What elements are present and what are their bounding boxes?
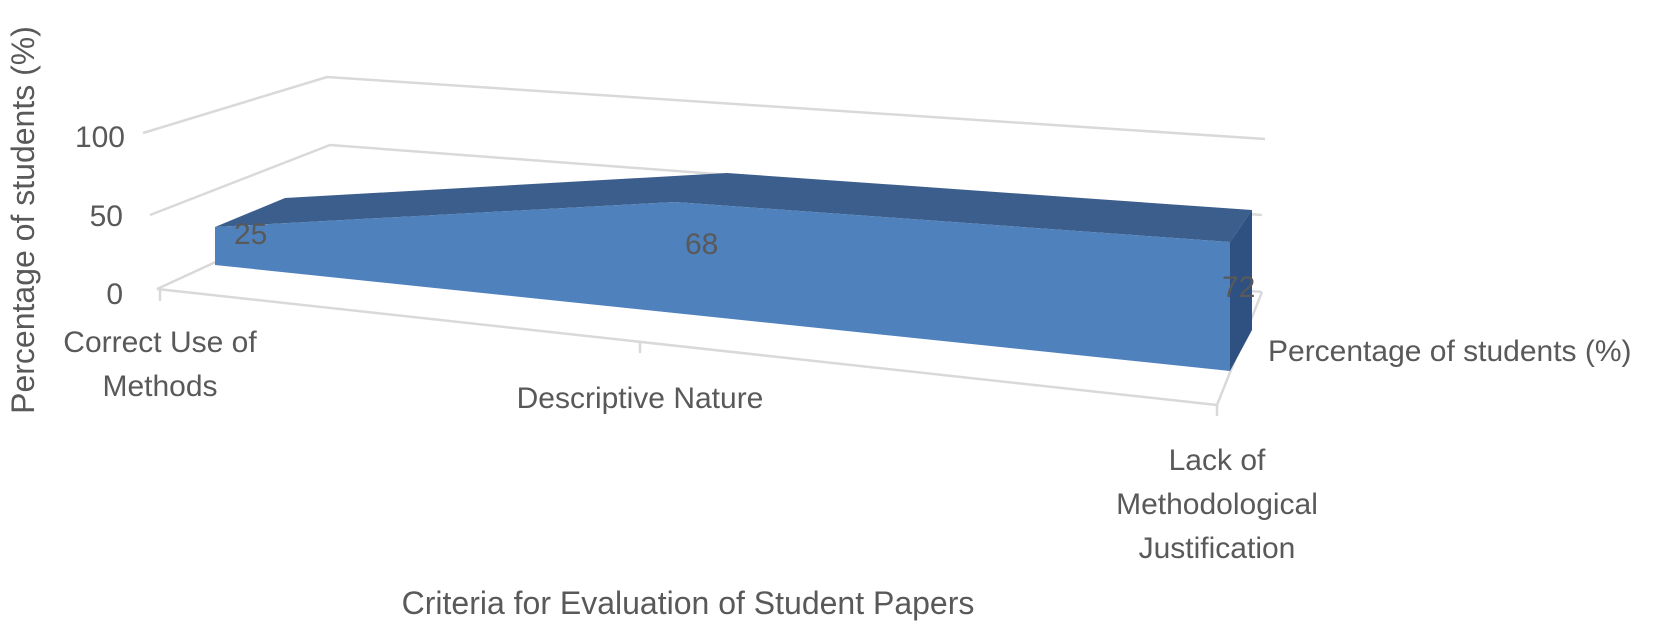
y-tick-0: 0: [106, 278, 123, 311]
data-labels: 25 68 72: [234, 218, 1255, 304]
series-area: [215, 173, 1252, 371]
area-top-face: [215, 173, 1252, 242]
area-side-face: [1230, 210, 1252, 371]
category-label-descriptive: Descriptive Nature: [517, 382, 764, 415]
category-label-lack-justification: Lack of Methodological Justification: [1116, 444, 1318, 565]
category-label-correct-use: Correct Use of Methods: [63, 326, 257, 403]
category-label-line: Descriptive Nature: [517, 382, 764, 415]
category-label-line: Correct Use of: [63, 326, 257, 359]
category-label-line: Lack of: [1169, 444, 1266, 477]
data-label-lack-justification: 72: [1222, 271, 1255, 304]
y-axis-title: Percentage of students (%): [5, 26, 41, 414]
category-label-line: Methodological: [1116, 488, 1318, 521]
x-axis-title: Criteria for Evaluation of Student Paper…: [402, 585, 975, 621]
category-label-line: Methods: [102, 370, 217, 403]
y-axis-ticks: 0 50 100: [75, 121, 125, 311]
area-front-face: [215, 202, 1230, 371]
gridline-100: [142, 75, 1266, 141]
series-axis-label: Percentage of students (%): [1268, 335, 1632, 368]
data-label-descriptive: 68: [685, 228, 718, 261]
data-label-correct-use: 25: [234, 218, 267, 251]
category-label-line: Justification: [1139, 532, 1296, 565]
y-tick-100: 100: [75, 121, 125, 154]
y-tick-50: 50: [90, 200, 123, 233]
category-labels: Correct Use of Methods Descriptive Nature…: [63, 326, 1318, 565]
